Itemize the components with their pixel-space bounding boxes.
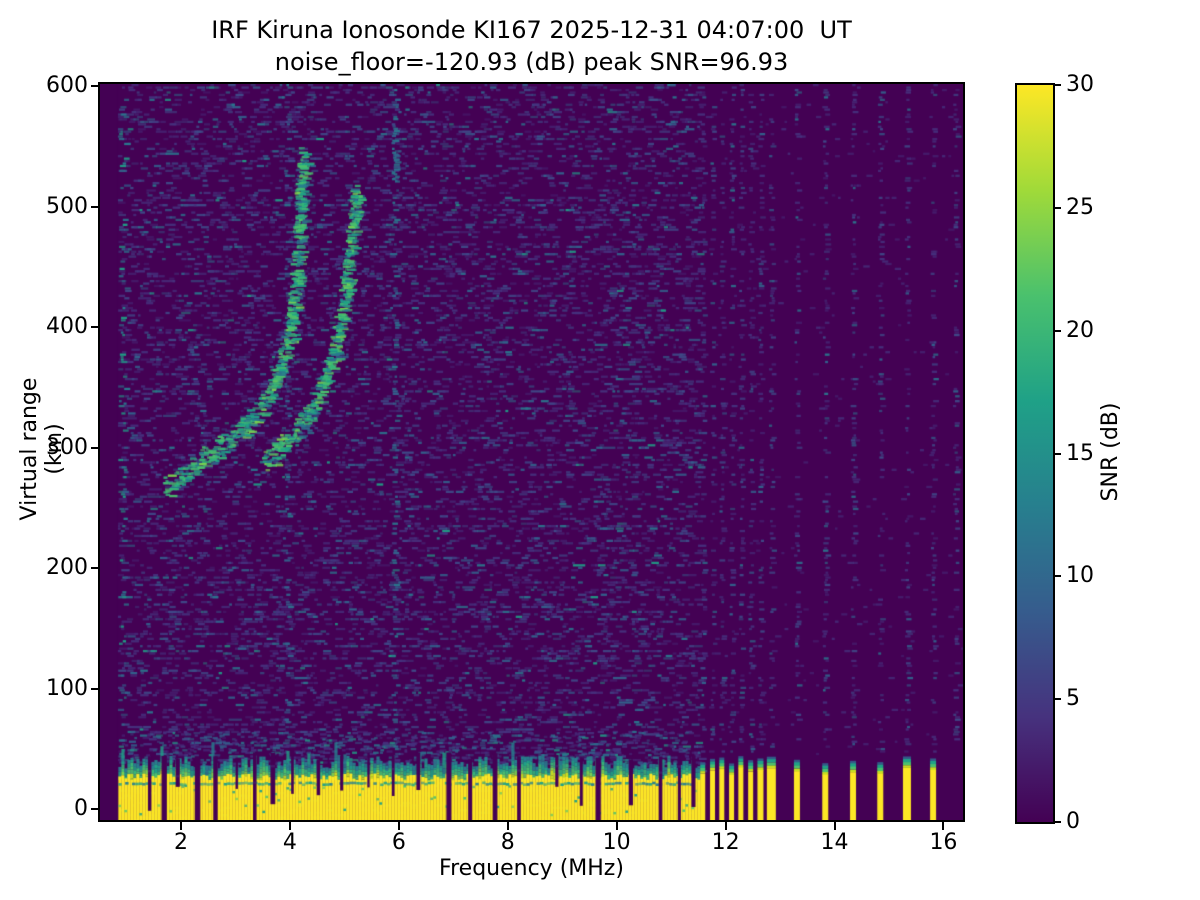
x-axis-label: Frequency (MHz) [439,856,624,881]
xtick-label: 16 [929,830,958,855]
xtick-mark [288,822,291,830]
xtick-mark [180,822,182,830]
xtick-label: 4 [282,830,297,855]
ctick-mark [1053,698,1061,701]
ytick-mark [91,687,100,690]
ytick-mark [91,808,100,810]
xtick-label: 6 [391,830,406,855]
ctick-mark [1053,206,1061,209]
ytick-mark [91,85,100,88]
ctick-mark [1053,84,1061,86]
xtick-mark [833,822,836,830]
colorbar-label: SNR (dB) [1098,402,1123,502]
ctick-label: 10 [1066,563,1094,589]
chart-subtitle: noise_floor=-120.93 (dB) peak SNR=96.93 [274,48,789,76]
xtick-mark [942,822,945,830]
ionogram-heatmap-canvas [100,84,963,820]
ctick-mark [1053,329,1061,332]
xtick-label: 10 [602,830,631,855]
ytick-mark [91,567,100,570]
ytick-mark [91,446,100,449]
xtick-mark [615,822,618,830]
ytick-label: 200 [46,555,88,581]
xtick-label: 2 [174,830,188,855]
ctick-mark [1053,452,1061,455]
ctick-label: 25 [1066,194,1094,220]
ctick-label: 5 [1066,686,1080,712]
ytick-label: 400 [46,314,88,340]
xtick-label: 12 [711,830,740,855]
ytick-label: 500 [46,193,88,219]
xtick-mark [397,822,400,830]
ionogram-plot-area [100,84,963,820]
ytick-label: 600 [46,73,88,99]
ytick-label: 100 [46,675,88,701]
ytick-mark [91,326,100,329]
y-axis-label: Virtual range (km) [17,377,67,521]
ctick-mark [1053,821,1061,823]
xtick-label: 14 [820,830,849,855]
xtick-mark [724,822,727,830]
ctick-label: 15 [1066,440,1094,466]
colorbar [1017,85,1053,822]
ctick-label: 0 [1066,809,1080,834]
ctick-label: 30 [1066,72,1094,97]
ctick-label: 20 [1066,317,1094,343]
ctick-mark [1053,575,1061,578]
xtick-label: 8 [500,830,515,855]
xtick-mark [506,822,509,830]
ytick-label: 0 [74,796,88,821]
ytick-label: 300 [46,434,88,460]
chart-title: IRF Kiruna Ionosonde KI167 2025-12-31 04… [211,16,852,44]
ytick-mark [91,205,100,208]
